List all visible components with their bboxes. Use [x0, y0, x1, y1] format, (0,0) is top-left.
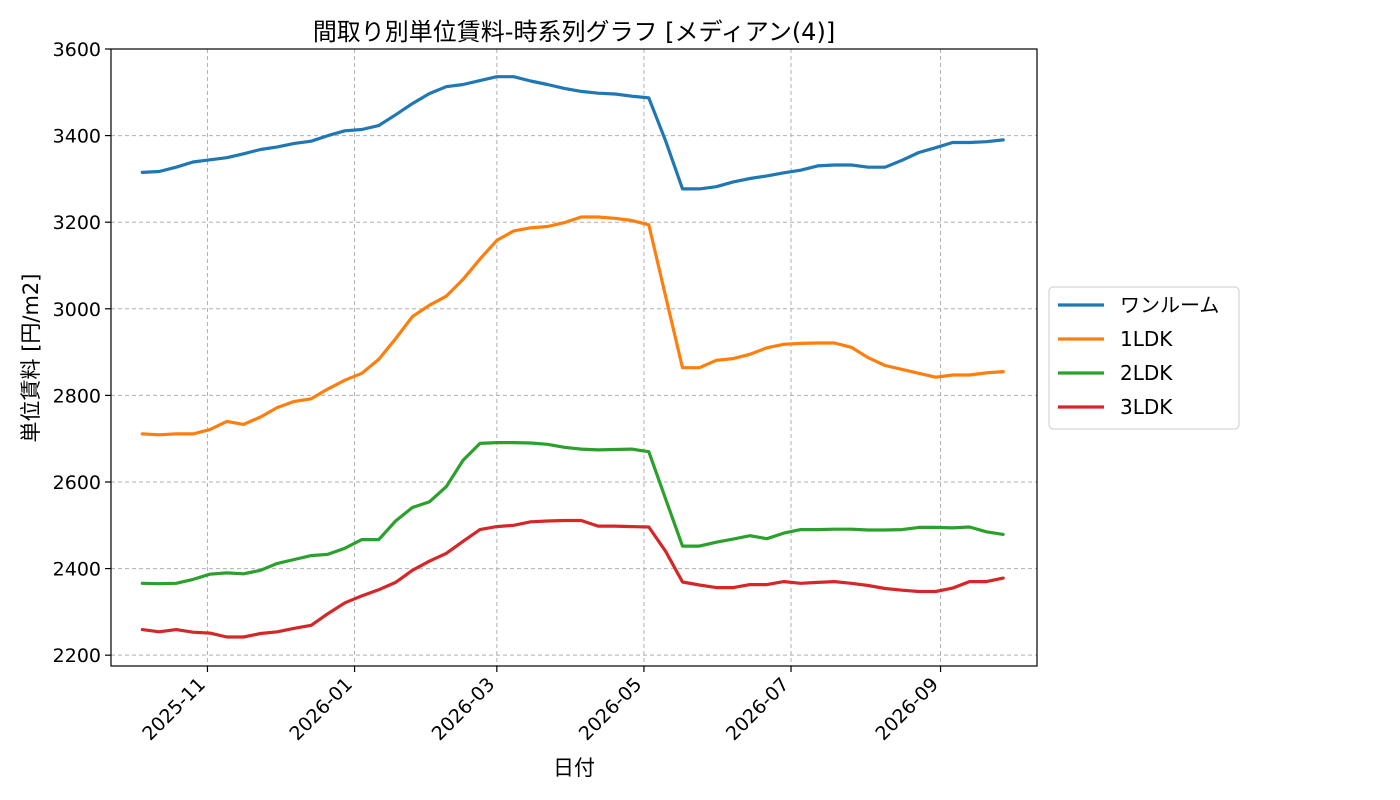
series-line-ワンルーム — [140, 75, 1005, 191]
chart-title: 間取り別単位賃料-時系列グラフ [メディアン(4)] — [313, 18, 835, 46]
legend-entry: 1LDK — [1058, 327, 1173, 351]
y-tick-label: 2400 — [53, 559, 101, 581]
y-tick-label: 3600 — [53, 39, 101, 61]
y-tick-label: 3000 — [53, 299, 101, 321]
legend-label: 3LDK — [1120, 395, 1173, 419]
x-tick-label: 2026-03 — [428, 673, 500, 745]
y-tick-label: 2200 — [53, 645, 101, 667]
legend-label: 2LDK — [1120, 361, 1173, 385]
series-line-1LDK — [140, 215, 1005, 437]
legend-box — [1048, 286, 1240, 430]
y-axis: 2200 2400 2600 2800 3000 3200 3400 3600 — [53, 39, 111, 667]
series-lines — [140, 75, 1005, 639]
y-tick-label: 3200 — [53, 212, 101, 234]
x-axis: 2025-11 2026-01 2026-03 2026-05 2026-07 2026-… — [138, 666, 943, 745]
series-line-2LDK — [140, 441, 1005, 586]
x-tick-label: 2026-09 — [871, 673, 943, 745]
x-tick-label: 2026-01 — [285, 673, 357, 745]
x-tick-label: 2026-07 — [722, 673, 794, 745]
x-tick-label: 2026-05 — [575, 673, 647, 745]
legend: ワンルーム 1LDK 2LDK 3LDK — [1048, 286, 1240, 430]
y-axis-label: 単位賃料 [円/m2] — [19, 274, 43, 443]
legend-label: 1LDK — [1120, 327, 1173, 351]
plot-frame — [110, 48, 1038, 667]
legend-entry: 2LDK — [1058, 361, 1173, 385]
y-tick-label: 2600 — [53, 472, 101, 494]
y-tick-label: 2800 — [53, 385, 101, 407]
x-tick-label: 2025-11 — [138, 673, 210, 745]
series-line-3LDK — [140, 518, 1005, 639]
y-tick-label: 3400 — [53, 126, 101, 148]
legend-label: ワンルーム — [1120, 293, 1219, 317]
legend-entry: 3LDK — [1058, 395, 1173, 419]
legend-entry: ワンルーム — [1058, 293, 1219, 317]
x-axis-label: 日付 — [553, 756, 595, 780]
